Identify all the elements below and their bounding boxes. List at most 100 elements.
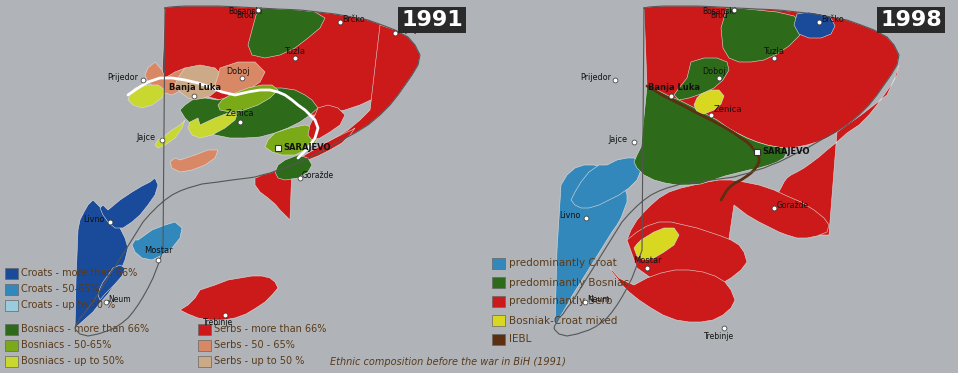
Polygon shape xyxy=(571,158,641,208)
Polygon shape xyxy=(255,128,355,220)
Text: Bosniacs - more than 66%: Bosniacs - more than 66% xyxy=(21,325,149,335)
Polygon shape xyxy=(145,62,195,95)
Polygon shape xyxy=(794,12,835,38)
Polygon shape xyxy=(275,155,312,180)
Bar xyxy=(492,277,505,288)
Text: Trebinje: Trebinje xyxy=(203,318,233,327)
Bar xyxy=(492,258,505,269)
Text: predominantly Bosniac: predominantly Bosniac xyxy=(509,278,629,288)
Polygon shape xyxy=(215,62,265,95)
Text: Bijeljina: Bijeljina xyxy=(398,25,428,34)
Polygon shape xyxy=(674,58,729,100)
Text: Zenica: Zenica xyxy=(714,106,742,115)
Text: Serbs - 50 - 65%: Serbs - 50 - 65% xyxy=(214,341,295,351)
Text: Bosniak-Croat mixed: Bosniak-Croat mixed xyxy=(509,316,617,326)
Text: IEBL: IEBL xyxy=(509,335,532,345)
Bar xyxy=(5,324,18,335)
Polygon shape xyxy=(180,88,318,138)
Text: Goražde: Goražde xyxy=(302,170,334,179)
Text: Doboj: Doboj xyxy=(702,68,726,76)
Text: Jajce: Jajce xyxy=(136,132,155,141)
Text: Banja Luka: Banja Luka xyxy=(169,84,221,93)
Polygon shape xyxy=(609,265,735,322)
Polygon shape xyxy=(175,65,225,100)
Polygon shape xyxy=(180,276,278,320)
Text: Prijedor: Prijedor xyxy=(580,73,611,82)
Polygon shape xyxy=(248,8,325,58)
Polygon shape xyxy=(292,25,420,165)
Polygon shape xyxy=(132,222,182,260)
Bar xyxy=(5,340,18,351)
Text: Goražde: Goražde xyxy=(777,201,810,210)
Text: Banja Luka: Banja Luka xyxy=(648,84,700,93)
Bar xyxy=(492,296,505,307)
Text: Neum: Neum xyxy=(108,295,130,304)
Polygon shape xyxy=(634,86,787,185)
Polygon shape xyxy=(155,120,185,148)
Text: Livno: Livno xyxy=(83,216,105,225)
Text: Mostar: Mostar xyxy=(632,256,661,265)
Polygon shape xyxy=(627,222,747,292)
Text: Mostar: Mostar xyxy=(144,246,172,255)
Polygon shape xyxy=(218,85,278,112)
Text: Bosniacs - 50-65%: Bosniacs - 50-65% xyxy=(21,341,111,351)
Polygon shape xyxy=(774,65,899,235)
Text: Brčko: Brčko xyxy=(821,16,844,25)
Bar xyxy=(398,7,466,33)
Bar xyxy=(5,268,18,279)
Polygon shape xyxy=(170,150,218,172)
Polygon shape xyxy=(554,6,899,336)
Bar xyxy=(877,7,945,33)
Polygon shape xyxy=(75,6,420,336)
Polygon shape xyxy=(265,125,320,155)
Text: predominantly Croat: predominantly Croat xyxy=(509,258,617,269)
Text: Brčko: Brčko xyxy=(342,16,365,25)
Text: Neum: Neum xyxy=(587,295,609,304)
Text: Doboj: Doboj xyxy=(226,68,250,76)
Polygon shape xyxy=(162,6,420,115)
Bar xyxy=(492,334,505,345)
Text: Trebinje: Trebinje xyxy=(704,332,734,341)
Text: Croats - 50-65%: Croats - 50-65% xyxy=(21,285,100,295)
Text: Brod: Brod xyxy=(710,12,728,21)
Text: Tuzla: Tuzla xyxy=(285,47,306,56)
Bar xyxy=(5,284,18,295)
Text: Bosanski: Bosanski xyxy=(228,6,262,16)
Polygon shape xyxy=(308,105,345,140)
Text: Croats - more than 66%: Croats - more than 66% xyxy=(21,269,137,279)
Polygon shape xyxy=(98,265,125,300)
Polygon shape xyxy=(128,85,165,108)
Text: Prijedor: Prijedor xyxy=(107,73,138,82)
Polygon shape xyxy=(555,165,627,325)
Text: SARAJEVO: SARAJEVO xyxy=(283,144,331,153)
Text: 1991: 1991 xyxy=(401,10,463,30)
Text: SARAJEVO: SARAJEVO xyxy=(762,147,810,157)
Text: Jajce: Jajce xyxy=(608,135,627,144)
Polygon shape xyxy=(100,178,158,228)
Text: Serbs - more than 66%: Serbs - more than 66% xyxy=(214,325,327,335)
Polygon shape xyxy=(75,200,128,328)
Text: predominantly Serb: predominantly Serb xyxy=(509,297,612,307)
Polygon shape xyxy=(188,112,238,138)
Bar xyxy=(198,356,211,367)
Polygon shape xyxy=(627,180,829,265)
Bar xyxy=(5,300,18,311)
Polygon shape xyxy=(644,6,899,148)
Text: Ethnic composition before the war in BiH (1991): Ethnic composition before the war in BiH… xyxy=(330,357,566,367)
Polygon shape xyxy=(694,90,724,114)
Text: Brod: Brod xyxy=(236,12,254,21)
Text: Livno: Livno xyxy=(559,210,581,219)
Bar xyxy=(5,356,18,367)
Text: 1998: 1998 xyxy=(880,10,942,30)
Text: Zenica: Zenica xyxy=(226,109,254,118)
Text: Croats - up to 50 %: Croats - up to 50 % xyxy=(21,301,115,310)
Bar xyxy=(198,324,211,335)
Bar xyxy=(492,315,505,326)
Text: Bosanski: Bosanski xyxy=(702,6,736,16)
Text: Bosniacs - up to 50%: Bosniacs - up to 50% xyxy=(21,357,124,367)
Text: Tuzla: Tuzla xyxy=(764,47,785,56)
Polygon shape xyxy=(634,228,679,260)
Text: Serbs - up to 50 %: Serbs - up to 50 % xyxy=(214,357,305,367)
Bar xyxy=(198,340,211,351)
Polygon shape xyxy=(721,8,804,62)
